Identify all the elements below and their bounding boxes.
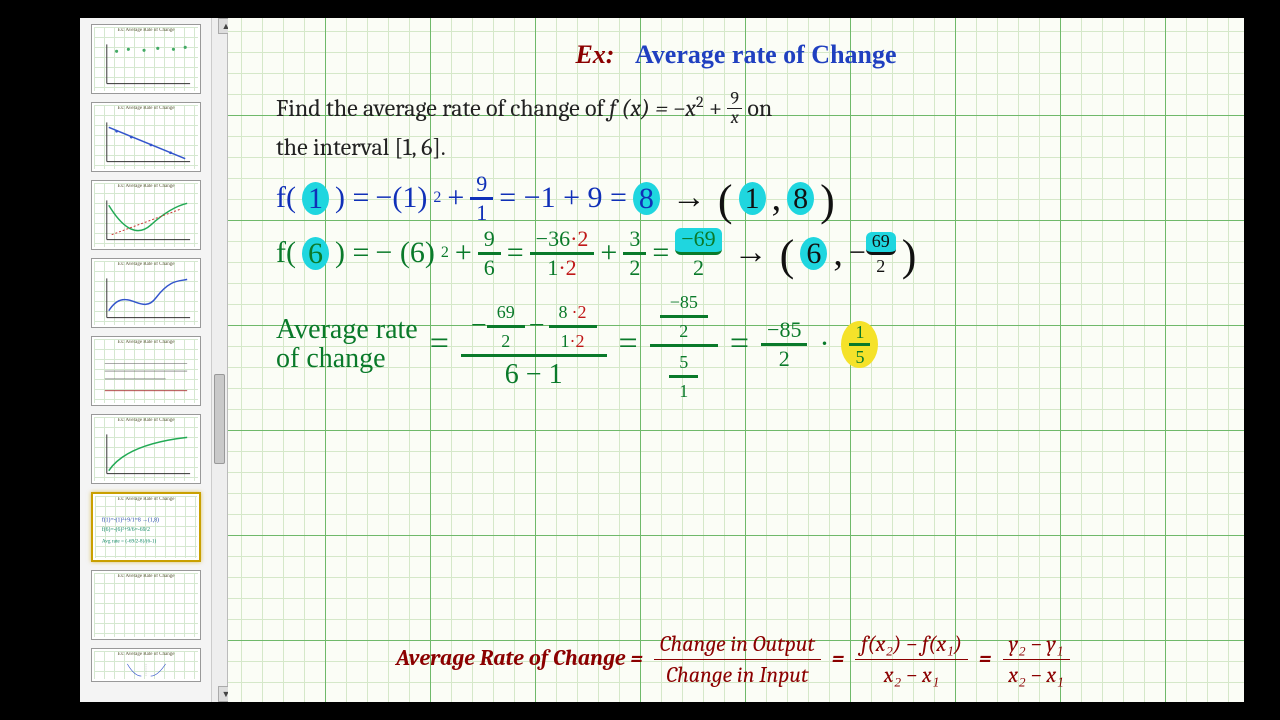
slide-thumbnails-panel: Ex: Average Rate of Change Ex: Average R… bbox=[80, 18, 228, 702]
stage: Ex: Average Rate of Change Ex: Average R… bbox=[0, 0, 1280, 720]
scroll-thumb[interactable] bbox=[214, 374, 225, 464]
letterbox-bottom bbox=[0, 702, 1280, 720]
scroll-track[interactable] bbox=[212, 34, 227, 686]
arrow-icon: → bbox=[672, 179, 706, 217]
thumbnails-scrollbar[interactable]: ▲ ▼ bbox=[211, 18, 227, 702]
svg-text:Avg rate = (-69/2-8)/(6-1): Avg rate = (-69/2-8)/(6-1) bbox=[102, 538, 157, 545]
slide-thumbnail[interactable]: Ex: Average Rate of Change bbox=[91, 180, 201, 250]
letterbox-top bbox=[0, 0, 1280, 18]
formula-definition: Average Rate of Change = Change in Outpu… bbox=[228, 631, 1244, 688]
example-label: Ex: bbox=[575, 40, 614, 69]
slide-thumbnail[interactable]: Ex: Average Rate of Change bbox=[91, 414, 201, 484]
work-line-aroc: Average rate of change = − 692 − 8·2 1·2 bbox=[276, 289, 1196, 400]
slide-thumbnail[interactable]: Ex: Average Rate of Change bbox=[91, 102, 201, 172]
thumbnails-list[interactable]: Ex: Average Rate of Change Ex: Average R… bbox=[80, 18, 212, 702]
slide-thumbnail[interactable]: Ex: Average Rate of Change bbox=[91, 258, 201, 328]
title-text: Average rate of Change bbox=[635, 40, 897, 69]
svg-text:f(1)=-(1)²+9/1=8 →(1,8): f(1)=-(1)²+9/1=8 →(1,8) bbox=[102, 516, 159, 523]
slide-title: Ex: Average rate of Change bbox=[276, 40, 1196, 70]
slide-thumbnail[interactable]: Ex: Average Rate of Change bbox=[91, 648, 201, 682]
slide-thumbnail[interactable]: Ex: Average Rate of Change bbox=[91, 570, 201, 640]
work-line-f1: f( 1 ) = −(1)2 + 91 = −1 + 9 = 8 → ( 1 ,… bbox=[276, 173, 1196, 224]
slide-thumbnail[interactable]: Ex: Average Rate of Change f(1)=-(1)²+9/… bbox=[91, 492, 201, 562]
arrow-icon: → bbox=[734, 234, 768, 272]
slide-canvas: Ex: Average rate of Change Find the aver… bbox=[228, 18, 1244, 702]
pillarbox-left bbox=[0, 18, 80, 702]
slide-content: Ex: Average rate of Change Find the aver… bbox=[228, 18, 1244, 702]
slide-thumbnail[interactable]: Ex: Average Rate of Change bbox=[91, 336, 201, 406]
aroc-label: Average rate of change bbox=[276, 315, 418, 374]
svg-text:f(6)=-(6)²+9/6=-69/2: f(6)=-(6)²+9/6=-69/2 bbox=[102, 526, 150, 533]
problem-statement: Find the average rate of change of f (x)… bbox=[276, 90, 1196, 165]
work-line-f6: f( 6 ) = − (6)2 + 96 = −36·2 1·2 + 32 = … bbox=[276, 228, 1196, 279]
pillarbox-right bbox=[1244, 18, 1280, 702]
slide-thumbnail[interactable]: Ex: Average Rate of Change bbox=[91, 24, 201, 94]
